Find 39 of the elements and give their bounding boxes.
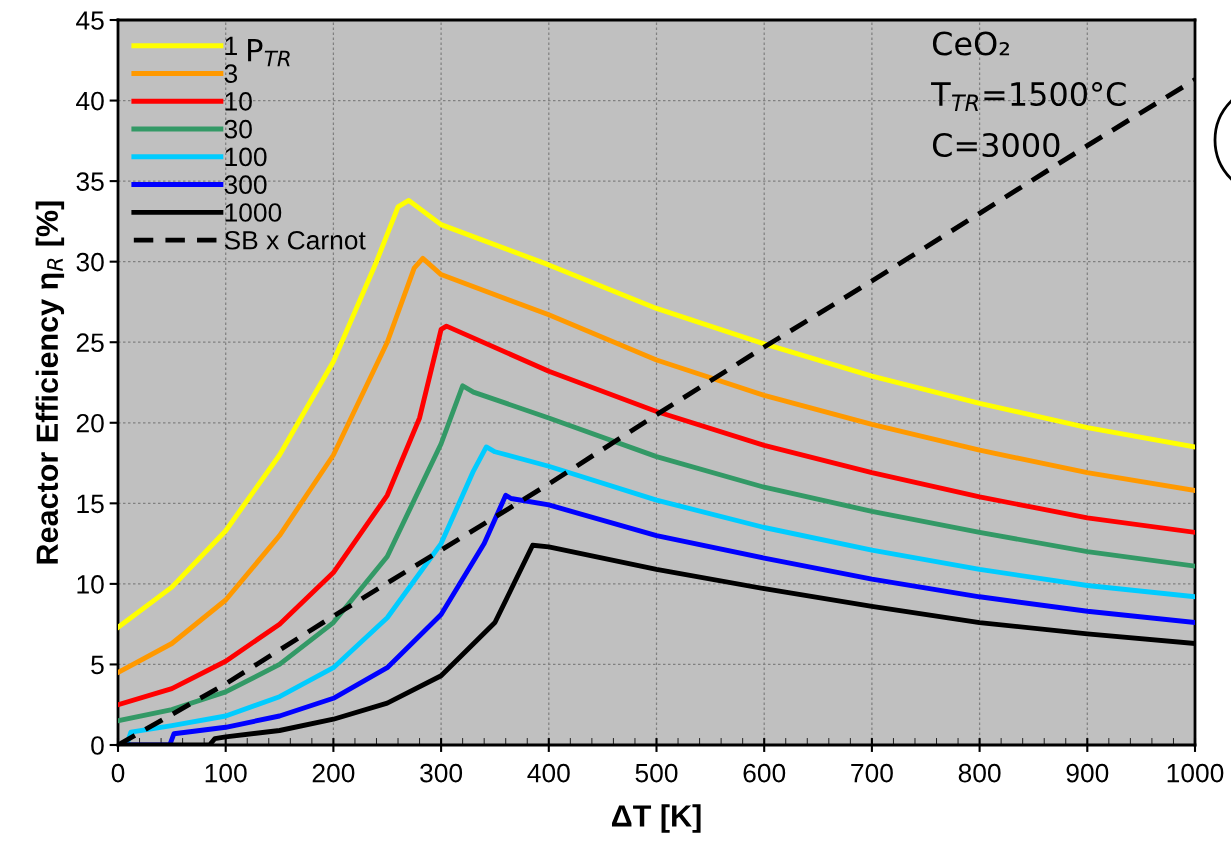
x-tick-label: 1000 [1167,763,1224,783]
annotation: T$_{TR}$=1500°C [931,81,1126,111]
y-tick-label: 40 [76,91,104,111]
x-tick-label: 600 [743,763,786,783]
legend-label: 3 [224,64,238,83]
y-axis-title: Reactor Efficiency η$_{R}$ [%] [35,201,65,564]
x-tick-label: 500 [635,763,678,783]
legend-label: 300 [224,175,267,195]
x-tick-label: 900 [1066,763,1109,783]
legend-label: 30 [224,119,252,139]
line-series [118,256,1195,675]
x-tick-label: 300 [420,763,463,783]
y-tick-label: 45 [76,11,104,30]
y-tick-label: 5 [91,655,104,675]
y-tick-label: 30 [76,252,104,272]
x-tick-label: 100 [205,763,247,783]
y-tick-label: 0 [91,736,104,755]
x-axis-title: ΔT [K] [611,804,701,833]
line-series [118,323,1195,708]
annotation: CeO₂ [932,31,1010,56]
y-tick-label: 10 [77,575,104,594]
legend-label: 10 [225,92,252,111]
y-tick-label: 35 [76,172,104,191]
x-tick-label: 800 [958,763,1001,783]
annotation: C=3000 [932,132,1060,158]
legend-label: 1000 [225,203,282,222]
y-tick-label: 15 [77,494,104,514]
y-tick-label: 25 [76,333,104,353]
legend-label: 1 [225,36,237,55]
x-tick-label: 400 [527,763,570,783]
y-tick-label: 20 [76,413,104,433]
line-series [118,198,1195,630]
x-tick-label: 200 [312,763,355,783]
legend-title: P$_{TR}$ [248,39,290,67]
legend-label: SB x Carnot [224,230,366,250]
line-series [118,383,1195,724]
x-tick-label: 700 [851,763,893,783]
legend-label: 100 [225,147,267,167]
x-tick-label: 0 [111,763,125,783]
